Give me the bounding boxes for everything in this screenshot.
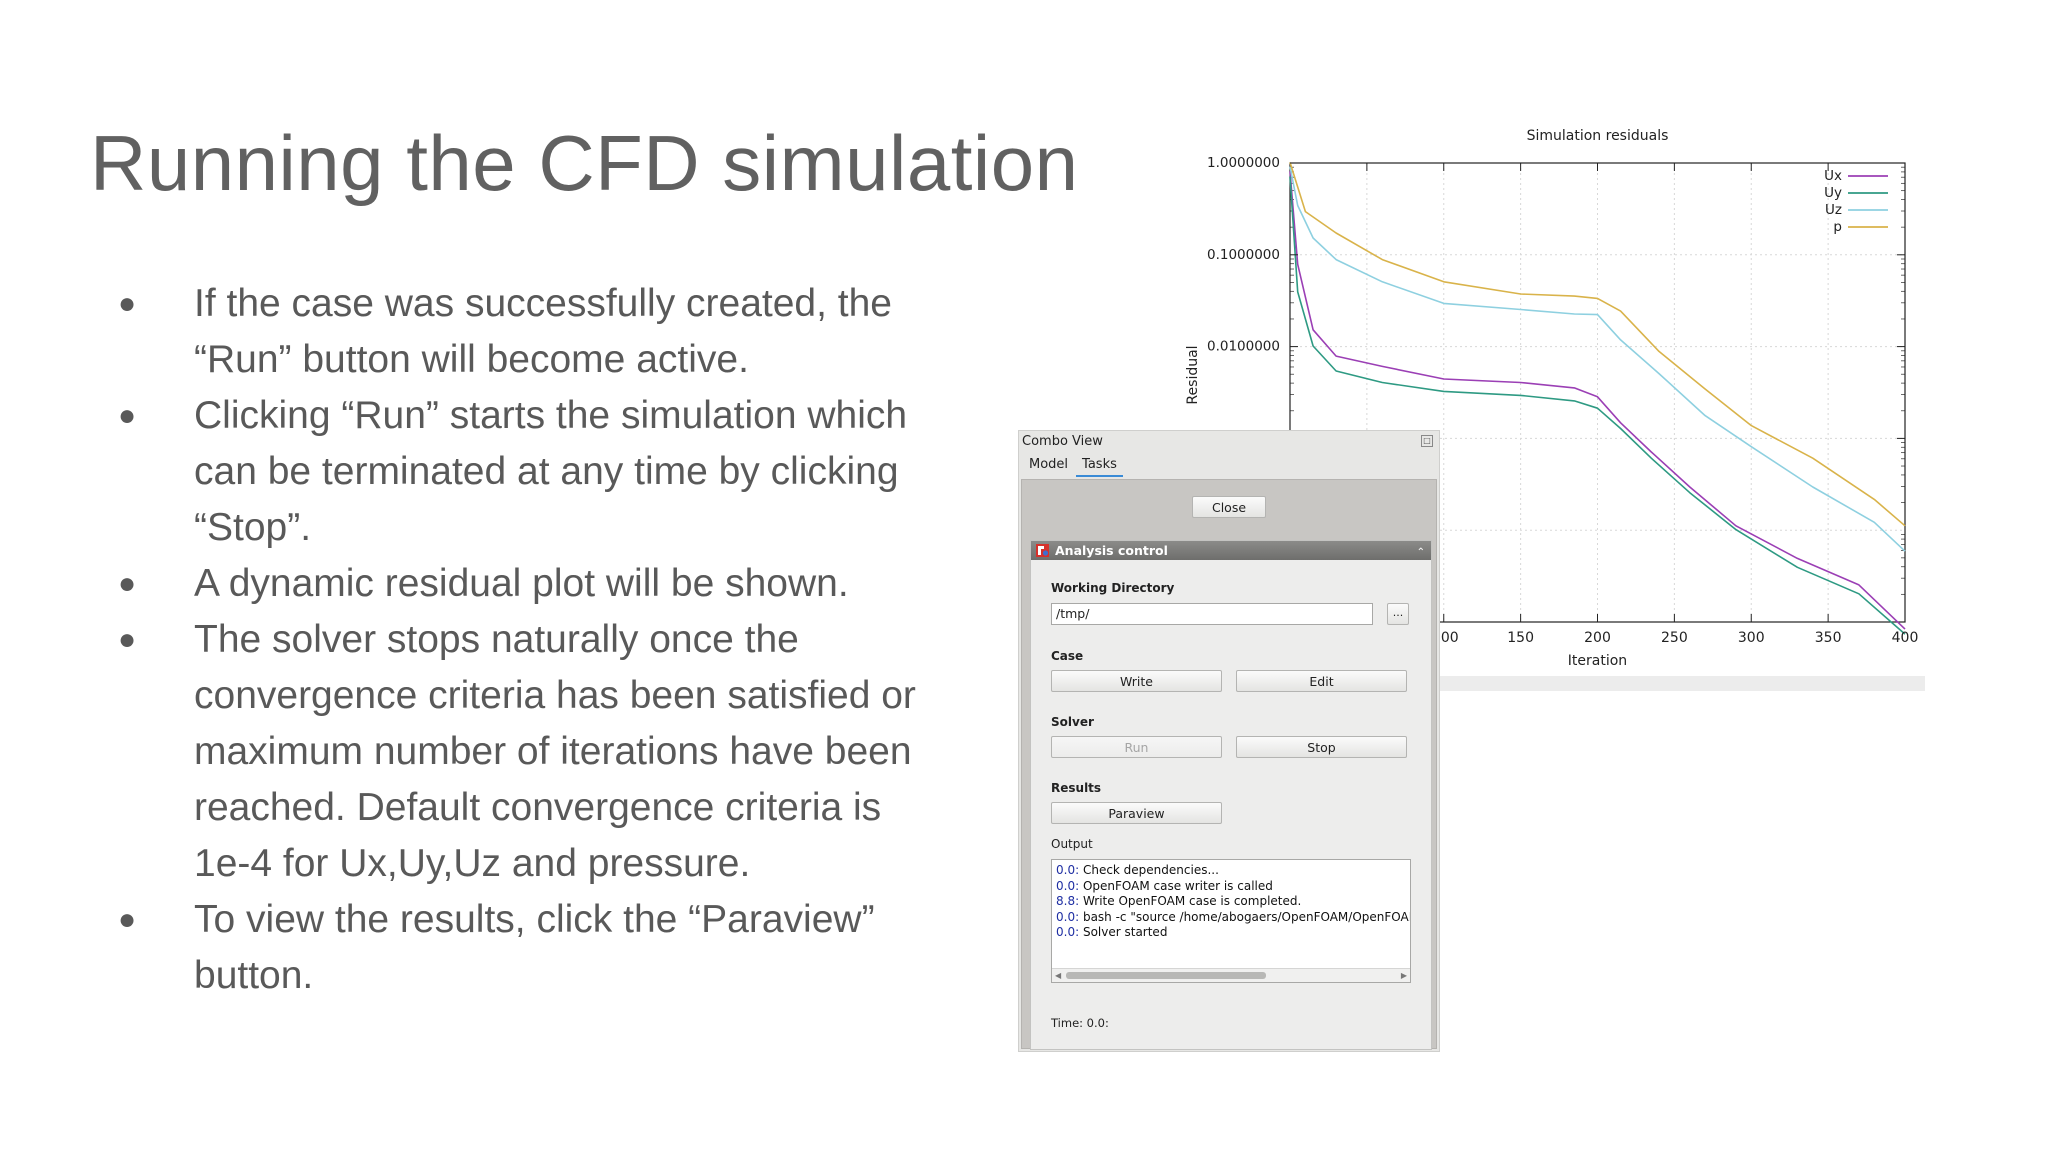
task-panel: Close Analysis control ⌃ Working Directo…	[1021, 479, 1437, 1050]
combo-view-title: Combo View	[1022, 434, 1103, 449]
freecad-icon	[1036, 544, 1049, 557]
output-line: 0.0: OpenFOAM case writer is called	[1052, 878, 1410, 895]
output-timestamp: 0.0:	[1056, 925, 1080, 939]
tab-model[interactable]: Model	[1029, 457, 1069, 472]
output-timestamp: 0.0:	[1056, 878, 1080, 893]
legend-label-p: p	[1833, 219, 1842, 235]
combo-view-header: Combo View □	[1019, 431, 1439, 453]
x-tick-label: 400	[1892, 630, 1919, 646]
output-label: Output	[1051, 837, 1093, 851]
y-tick-label: 1.0000000	[1207, 155, 1280, 171]
output-text: Solver started	[1079, 925, 1168, 939]
bullet-line: “Stop”.	[194, 506, 312, 549]
y-tick-label: 0.0100000	[1207, 339, 1280, 355]
write-button[interactable]: Write	[1051, 670, 1222, 692]
bullet-dot: ●	[118, 567, 137, 600]
bullet-item: ● If the case was successfully created, t…	[118, 276, 968, 388]
scroll-right-icon[interactable]: ▶	[1400, 971, 1407, 980]
analysis-control-header[interactable]: Analysis control ⌃	[1031, 541, 1431, 560]
chart-title: Simulation residuals	[1527, 128, 1669, 144]
combo-view-panel: Combo View □ Model Tasks Close Analysis c…	[1018, 430, 1440, 1052]
y-axis-label: Residual	[1185, 345, 1201, 404]
bullet-dot: ●	[118, 287, 137, 320]
legend-label-ux: Ux	[1824, 168, 1842, 184]
output-line: 8.8: Write OpenFOAM case is completed.	[1052, 894, 1410, 910]
x-axis-label: Iteration	[1568, 653, 1627, 669]
bullet-line: 1e-4 for Ux,Uy,Uz and pressure.	[194, 842, 751, 885]
bullet-item: ● To view the results, click the “Paravie…	[118, 892, 968, 1004]
case-label: Case	[1051, 649, 1084, 663]
bullet-line: A dynamic residual plot will be shown.	[194, 562, 849, 605]
float-window-icon[interactable]: □	[1421, 435, 1433, 447]
output-text: Check dependencies...	[1079, 863, 1219, 877]
output-timestamp: 0.0:	[1056, 909, 1080, 924]
chart-window-strip	[1440, 676, 1925, 691]
bullet-line: “Run” button will become active.	[194, 338, 749, 381]
output-line: 0.0: Solver started	[1052, 925, 1410, 941]
bullet-line: reached. Default convergence criteria is	[194, 786, 882, 829]
x-tick-label: 150	[1507, 630, 1534, 646]
bullet-line: convergence criteria has been satisfied …	[194, 674, 916, 717]
bullet-line: Clicking “Run” starts the simulation whi…	[194, 394, 908, 437]
output-text: OpenFOAM case writer is called	[1079, 878, 1273, 893]
series-line-ux	[1289, 171, 1906, 630]
x-tick-label: 200	[1584, 630, 1611, 646]
browse-button[interactable]: ...	[1387, 603, 1409, 625]
slide-title: Running the CFD simulation	[90, 119, 1079, 207]
paraview-button[interactable]: Paraview	[1051, 802, 1222, 824]
output-text: bash -c "source /home/abogaers/OpenFOAM/…	[1079, 909, 1411, 924]
bullet-item: ● A dynamic residual plot will be shown.	[118, 556, 968, 612]
output-line: 0.0: Check dependencies...	[1052, 863, 1410, 879]
bullet-line: can be terminated at any time by clickin…	[194, 450, 899, 493]
series-line-p	[1289, 162, 1906, 527]
y-tick-label: 0.1000000	[1207, 247, 1280, 263]
x-tick-label: 250	[1661, 630, 1688, 646]
results-label: Results	[1051, 781, 1102, 795]
analysis-control-panel: Analysis control ⌃ Working Directory /tm…	[1030, 540, 1432, 1050]
edit-button[interactable]: Edit	[1236, 670, 1407, 692]
x-tick-label: 00	[1441, 630, 1459, 646]
bullet-dot: ●	[118, 903, 137, 936]
bullet-line: If the case was successfully created, th…	[194, 282, 893, 325]
bullet-dot: ●	[118, 623, 137, 656]
bullet-item: ● Clicking “Run” starts the simulation wh…	[118, 388, 968, 556]
bullet-line: maximum number of iterations have been	[194, 730, 912, 773]
output-timestamp: 0.0:	[1056, 863, 1080, 877]
scrollbar-thumb[interactable]	[1066, 972, 1266, 979]
tab-tasks[interactable]: Tasks	[1076, 455, 1123, 477]
working-directory-label: Working Directory	[1051, 581, 1175, 595]
x-tick-label: 350	[1815, 630, 1842, 646]
combo-view-tabs: Model Tasks	[1023, 455, 1125, 477]
bullet-list: ● If the case was successfully created, t…	[118, 276, 968, 1004]
output-timestamp: 8.8:	[1056, 894, 1080, 908]
time-label: Time: 0.0:	[1051, 1016, 1109, 1030]
output-line: 0.0: bash -c "source /home/abogaers/Open…	[1052, 909, 1411, 926]
stop-button[interactable]: Stop	[1236, 736, 1407, 758]
residual-chart-svg: Simulation residuals Iteration Residual 1.0…	[1185, 128, 1919, 669]
solver-label: Solver	[1051, 715, 1094, 729]
x-tick-label: 300	[1738, 630, 1765, 646]
series-line-uz	[1289, 166, 1906, 552]
bullet-line: The solver stops naturally once the	[194, 618, 799, 661]
working-directory-input[interactable]: /tmp/	[1051, 603, 1373, 625]
bullet-line: button.	[194, 954, 314, 997]
output-console[interactable]: 0.0: Check dependencies... 0.0: OpenFOAM…	[1051, 859, 1411, 983]
analysis-control-title: Analysis control	[1055, 543, 1168, 558]
bullet-line: To view the results, click the “Paraview…	[194, 898, 875, 941]
horizontal-scrollbar[interactable]: ◀ ▶	[1052, 968, 1410, 982]
output-text: Write OpenFOAM case is completed.	[1079, 894, 1302, 908]
output-lines: 0.0: Check dependencies... 0.0: OpenFOAM…	[1052, 863, 1411, 941]
collapse-icon[interactable]: ⌃	[1416, 547, 1425, 558]
bullet-item: ● The solver stops naturally once the conv…	[118, 612, 968, 892]
legend-label-uy: Uy	[1824, 185, 1842, 201]
bullet-dot: ●	[118, 399, 137, 432]
series-line-uy	[1289, 176, 1906, 635]
scroll-left-icon[interactable]: ◀	[1055, 971, 1062, 980]
run-button[interactable]: Run	[1051, 736, 1222, 758]
legend-label-uz: Uz	[1825, 202, 1842, 218]
close-button[interactable]: Close	[1192, 496, 1266, 518]
